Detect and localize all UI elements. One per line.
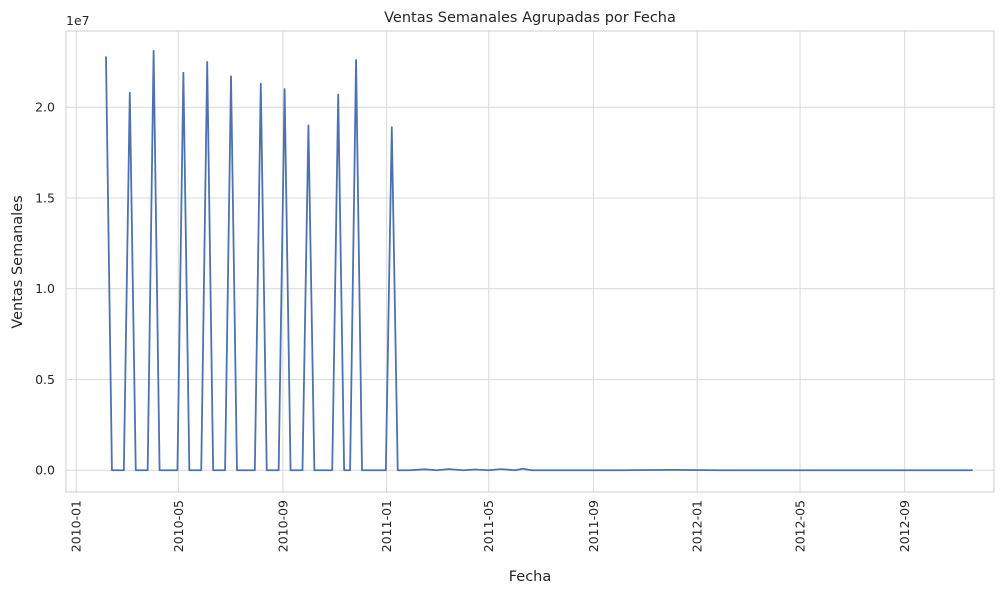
series-line: [105, 50, 973, 472]
x-tick-label: 2012-09: [897, 500, 912, 552]
series-group: [105, 50, 973, 472]
x-tick-label: 2010-01: [69, 500, 84, 552]
y-tick-label: 2.0: [35, 100, 55, 115]
y-axis-title: Ventas Semanales: [10, 195, 26, 328]
x-tick-label: 2011-05: [481, 500, 496, 552]
x-axis-ticks: 2010-01 2010-05 2010-09 2011-01 2011-05 2011-…: [69, 500, 912, 552]
x-tick-label: 2011-09: [586, 500, 601, 552]
y-offset-label: 1e7: [66, 13, 90, 28]
chart-title: Ventas Semanales Agrupadas por Fecha: [384, 10, 676, 26]
x-tick-label: 2012-05: [793, 500, 808, 552]
x-tick-label: 2011-01: [379, 500, 394, 552]
plot-area-frame: [65, 30, 995, 493]
x-axis-title: Fecha: [509, 569, 552, 585]
x-tick-label: 2012-01: [690, 500, 705, 552]
y-tick-label: 1.5: [35, 190, 55, 205]
y-axis-ticks: 0.0 0.5 1.0 1.5 2.0: [35, 100, 55, 478]
x-tick-label: 2010-09: [275, 500, 290, 552]
x-tick-label: 2010-05: [171, 500, 186, 552]
y-tick-label: 1.0: [35, 281, 55, 296]
y-tick-label: 0.5: [35, 372, 55, 387]
y-tick-label: 0.0: [35, 463, 55, 478]
